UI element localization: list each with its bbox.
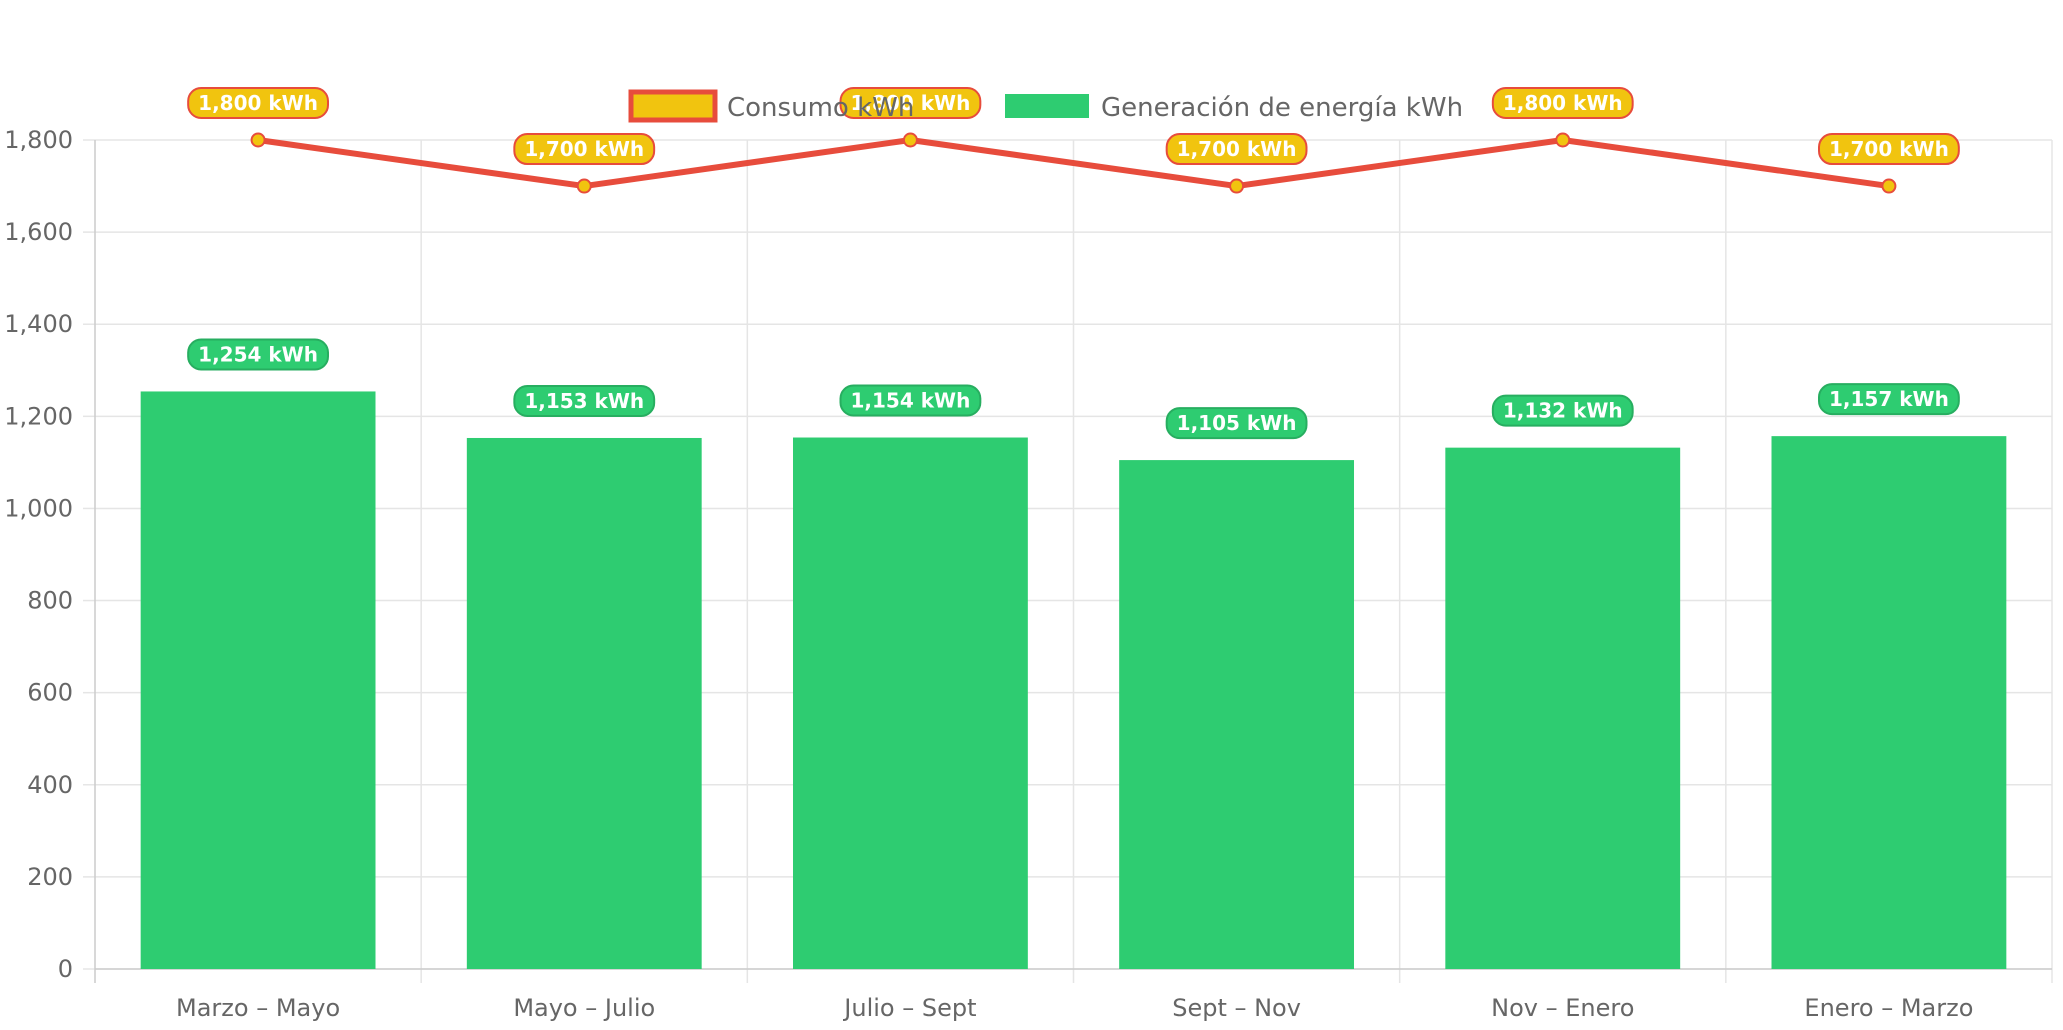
legend-swatch-generacion bbox=[1005, 94, 1089, 118]
bar[interactable] bbox=[466, 437, 702, 969]
x-tick-label: Mayo – Julio bbox=[513, 994, 655, 1022]
bar-data-label-text: 1,153 kWh bbox=[524, 389, 644, 413]
y-tick-label: 200 bbox=[27, 863, 73, 891]
x-tick-label: Julio – Sept bbox=[842, 994, 976, 1022]
line-point[interactable] bbox=[1555, 132, 1571, 148]
data-labels: 1,254 kWh 1,153 kWh 1,154 kWh 1,105 kWh 1,13… bbox=[187, 87, 1960, 440]
line-point[interactable] bbox=[902, 132, 918, 148]
x-axis-ticks: Marzo – Mayo Mayo – Julio Julio – Sept Sept… bbox=[176, 994, 1973, 1022]
line-point[interactable] bbox=[250, 132, 266, 148]
legend: Consumo kWh Generación de energía kWh bbox=[628, 89, 1463, 123]
y-tick-label: 800 bbox=[27, 587, 73, 615]
line-data-label-text: 1,700 kWh bbox=[1177, 137, 1297, 161]
bar-data-label-bg bbox=[187, 338, 329, 371]
line-data-label-bg bbox=[1491, 87, 1634, 119]
bar-data-label-bg bbox=[839, 384, 982, 417]
bar[interactable] bbox=[1119, 460, 1355, 969]
line-data-label-text: 1,800 kWh bbox=[1503, 91, 1623, 115]
bar-data-label-text: 1,154 kWh bbox=[851, 389, 971, 413]
x-tick-label: Enero – Marzo bbox=[1804, 994, 1973, 1022]
line-data-label: 1,700 kWh bbox=[1818, 133, 1960, 166]
y-tick-label: 1,600 bbox=[4, 218, 73, 246]
line-data-label-bg bbox=[1165, 133, 1308, 166]
line-data-label-bg bbox=[839, 87, 982, 119]
legend-label-consumo: Consumo kWh bbox=[727, 93, 914, 123]
legend-item-consumo[interactable]: Consumo kWh bbox=[628, 89, 914, 123]
bar-data-label: 1,254 kWh bbox=[187, 338, 329, 371]
line-data-label-text: 1,700 kWh bbox=[1829, 137, 1949, 161]
x-tick-label: Marzo – Mayo bbox=[176, 994, 340, 1022]
line-data-label-text: 1,800 kWh bbox=[198, 91, 318, 115]
line-data-label-text: 1,700 kWh bbox=[524, 137, 644, 161]
line-data-label-text: 1,800 kWh bbox=[851, 91, 971, 115]
bar-data-label-text: 1,157 kWh bbox=[1829, 387, 1949, 411]
x-tick-label: Sept – Nov bbox=[1172, 994, 1301, 1022]
line-data-label-bg bbox=[1818, 133, 1960, 166]
line-data-label: 1,700 kWh bbox=[1165, 133, 1308, 166]
line-data-label: 1,800 kWh bbox=[839, 87, 982, 119]
bar-data-label: 1,153 kWh bbox=[513, 384, 656, 417]
line-data-label-bg bbox=[513, 133, 656, 166]
bar[interactable] bbox=[1445, 447, 1681, 969]
x-tick-label: Nov – Enero bbox=[1491, 994, 1634, 1022]
y-tick-label: 1,800 bbox=[4, 126, 73, 154]
line-data-label: 1,800 kWh bbox=[187, 87, 329, 119]
series-line bbox=[257, 137, 1890, 190]
bar-data-label-text: 1,254 kWh bbox=[198, 342, 318, 366]
bar-data-label-text: 1,132 kWh bbox=[1503, 399, 1623, 423]
y-tick-label: 600 bbox=[27, 679, 73, 707]
bar-series bbox=[140, 391, 2007, 969]
line-series bbox=[250, 132, 1897, 194]
line-data-label: 1,700 kWh bbox=[513, 133, 656, 166]
bar-data-label: 1,132 kWh bbox=[1491, 394, 1634, 427]
legend-label-generacion: Generación de energía kWh bbox=[1101, 93, 1463, 123]
bar-data-label-bg bbox=[1818, 383, 1960, 416]
bar-data-label-bg bbox=[1491, 394, 1634, 427]
bar[interactable] bbox=[792, 437, 1028, 969]
bar-data-label-bg bbox=[513, 384, 656, 417]
y-tick-label: 1,000 bbox=[4, 494, 73, 522]
y-axis-ticks: 0 200 400 600 800 1,000 1,200 1,400 1,600 1,800 bbox=[4, 126, 73, 983]
bar-data-label: 1,157 kWh bbox=[1818, 383, 1960, 416]
line-point[interactable] bbox=[576, 178, 592, 194]
legend-item-generacion[interactable]: Generación de energía kWh bbox=[1005, 93, 1463, 123]
y-tick-label: 400 bbox=[27, 771, 73, 799]
line-point[interactable] bbox=[1881, 178, 1897, 194]
bar[interactable] bbox=[140, 391, 376, 969]
legend-swatch-consumo bbox=[628, 89, 718, 123]
line-data-label: 1,800 kWh bbox=[1491, 87, 1634, 119]
y-tick-label: 1,200 bbox=[4, 402, 73, 430]
grid-layer bbox=[83, 139, 2053, 983]
bar-data-label: 1,105 kWh bbox=[1165, 407, 1308, 440]
line-point[interactable] bbox=[1229, 178, 1245, 194]
y-tick-label: 1,400 bbox=[4, 310, 73, 338]
bar[interactable] bbox=[1771, 436, 2007, 969]
bar-data-label: 1,154 kWh bbox=[839, 384, 982, 417]
bar-data-label-bg bbox=[1165, 407, 1308, 440]
y-tick-label: 0 bbox=[58, 955, 73, 983]
line-data-label-bg bbox=[187, 87, 329, 119]
bar-data-label-text: 1,105 kWh bbox=[1177, 411, 1297, 435]
